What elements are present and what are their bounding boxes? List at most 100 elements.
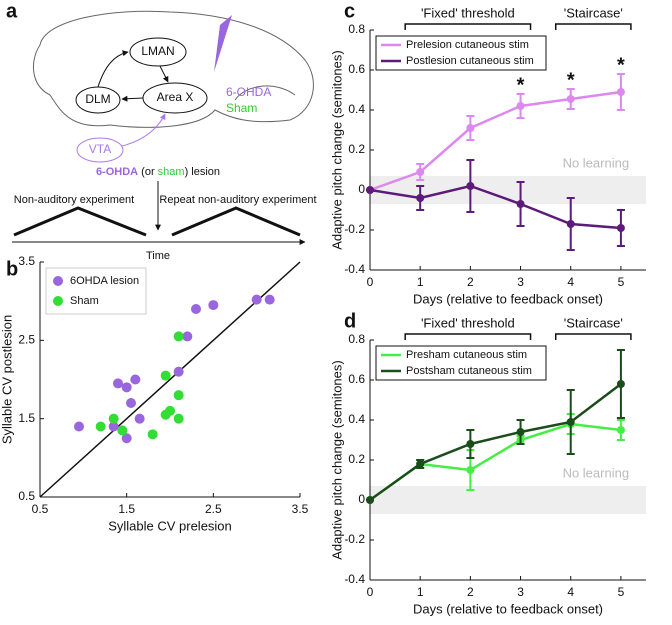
point: [416, 460, 425, 468]
x-tick-label: 2: [467, 585, 474, 599]
point: [117, 425, 128, 436]
point: [173, 366, 184, 377]
y-axis-label: Adaptive pitch change (semitones): [329, 50, 344, 249]
period-label: 'Fixed' threshold: [421, 315, 515, 330]
point: [95, 421, 106, 432]
x-tick-label: 4: [567, 585, 574, 599]
x-tick-label: 5: [618, 585, 625, 599]
annotation: *: [567, 69, 575, 91]
point: [208, 300, 219, 311]
node: [129, 37, 187, 67]
point: [616, 224, 625, 232]
point: [173, 413, 184, 424]
point: [74, 421, 84, 432]
period-label: 'Staircase': [564, 315, 623, 330]
point: [466, 466, 475, 474]
panel-label: d: [344, 310, 356, 332]
point: [466, 440, 475, 448]
y-tick-label: 0.6: [348, 62, 365, 76]
brain-fold: [234, 85, 296, 101]
x-axis-label: Days (relative to feedback onset): [413, 601, 603, 616]
arrow: [121, 113, 166, 147]
x-axis-label: Days (relative to feedback onset): [413, 291, 603, 306]
x-tick-label: 4: [567, 275, 574, 289]
point: [191, 304, 201, 314]
point: [113, 378, 123, 389]
legend-label: 6OHDA lesion: [70, 275, 139, 287]
panel-label: c: [344, 0, 355, 22]
y-tick-label: 0.6: [348, 372, 365, 386]
text-part: 6-OHDA: [96, 166, 138, 178]
time-label: Time: [146, 250, 170, 262]
point: [160, 370, 171, 381]
legend-label: Postsham cutaneous stim: [406, 365, 532, 377]
point: [416, 168, 425, 176]
no-learning-band: [370, 486, 646, 514]
period-label: 'Fixed' threshold: [421, 5, 515, 20]
y-tick-label: 0.2: [348, 142, 365, 156]
arrow: [159, 65, 169, 83]
y-tick-label: -0.2: [344, 222, 365, 236]
y-tick-label: 0.2: [348, 452, 365, 466]
annotation: *: [617, 54, 625, 76]
y-tick-label: -0.2: [344, 532, 365, 546]
legend-label: Prelesion cutaneous stim: [406, 39, 529, 51]
text-part: sham: [158, 166, 185, 178]
point: [251, 294, 262, 305]
x-tick-label: 1: [417, 585, 424, 599]
point: [466, 124, 475, 132]
period-bracket: [554, 23, 632, 30]
lesion-text: 6-OHDA (or sham) lesion: [96, 166, 220, 178]
y-tick-label: 1.5: [18, 411, 35, 425]
brain-outline: [32, 10, 314, 128]
period-label: 'Staircase': [564, 5, 623, 20]
point: [616, 426, 625, 434]
node: [76, 137, 124, 163]
point: [516, 102, 525, 110]
y-tick-label: 0: [358, 182, 365, 196]
y-tick-label: 0.5: [18, 489, 35, 503]
node-label: DLM: [85, 92, 110, 106]
y-tick-label: 0.4: [348, 412, 365, 426]
y-tick-label: 2.5: [18, 333, 35, 347]
point: [366, 186, 374, 194]
series-line: [369, 383, 622, 502]
node-label: LMAN: [141, 44, 174, 58]
y-tick-label: 0.4: [348, 102, 365, 116]
legend-box: [375, 345, 547, 381]
y-tick-label: 0.8: [348, 22, 365, 36]
x-axis-label: Syllable CV prelesion: [108, 518, 232, 533]
legend-marker: [53, 296, 63, 306]
x-tick-label: 0: [367, 275, 374, 289]
point: [108, 413, 119, 424]
y-tick-label: 3.5: [18, 254, 35, 268]
point: [566, 220, 575, 228]
point: [566, 95, 575, 103]
y-tick-label: 0: [358, 492, 365, 506]
point: [134, 413, 145, 424]
arrow: [97, 50, 129, 88]
x-tick-label: 1: [417, 275, 424, 289]
point: [264, 294, 275, 305]
node-label: Area X: [157, 90, 194, 104]
y-axis-label: Syllable CV postlesion: [0, 315, 14, 444]
x-tick-label: 2: [467, 275, 474, 289]
experiment: [171, 206, 301, 237]
legend-label: Sham: [70, 295, 99, 307]
band-label: No learning: [563, 465, 630, 480]
point: [416, 194, 425, 202]
legend-box: [375, 35, 547, 71]
point: [516, 428, 525, 436]
period-bracket: [404, 333, 532, 340]
point: [121, 433, 132, 444]
drug-label: 6-OHDA: [226, 85, 271, 99]
point: [130, 374, 141, 385]
x-tick-label: 5: [618, 275, 625, 289]
point: [126, 398, 136, 408]
x-tick-label: 3: [517, 585, 524, 599]
node-label: VTA: [89, 142, 111, 156]
band-label: No learning: [563, 155, 630, 170]
period-bracket: [404, 23, 532, 30]
point: [173, 390, 184, 401]
